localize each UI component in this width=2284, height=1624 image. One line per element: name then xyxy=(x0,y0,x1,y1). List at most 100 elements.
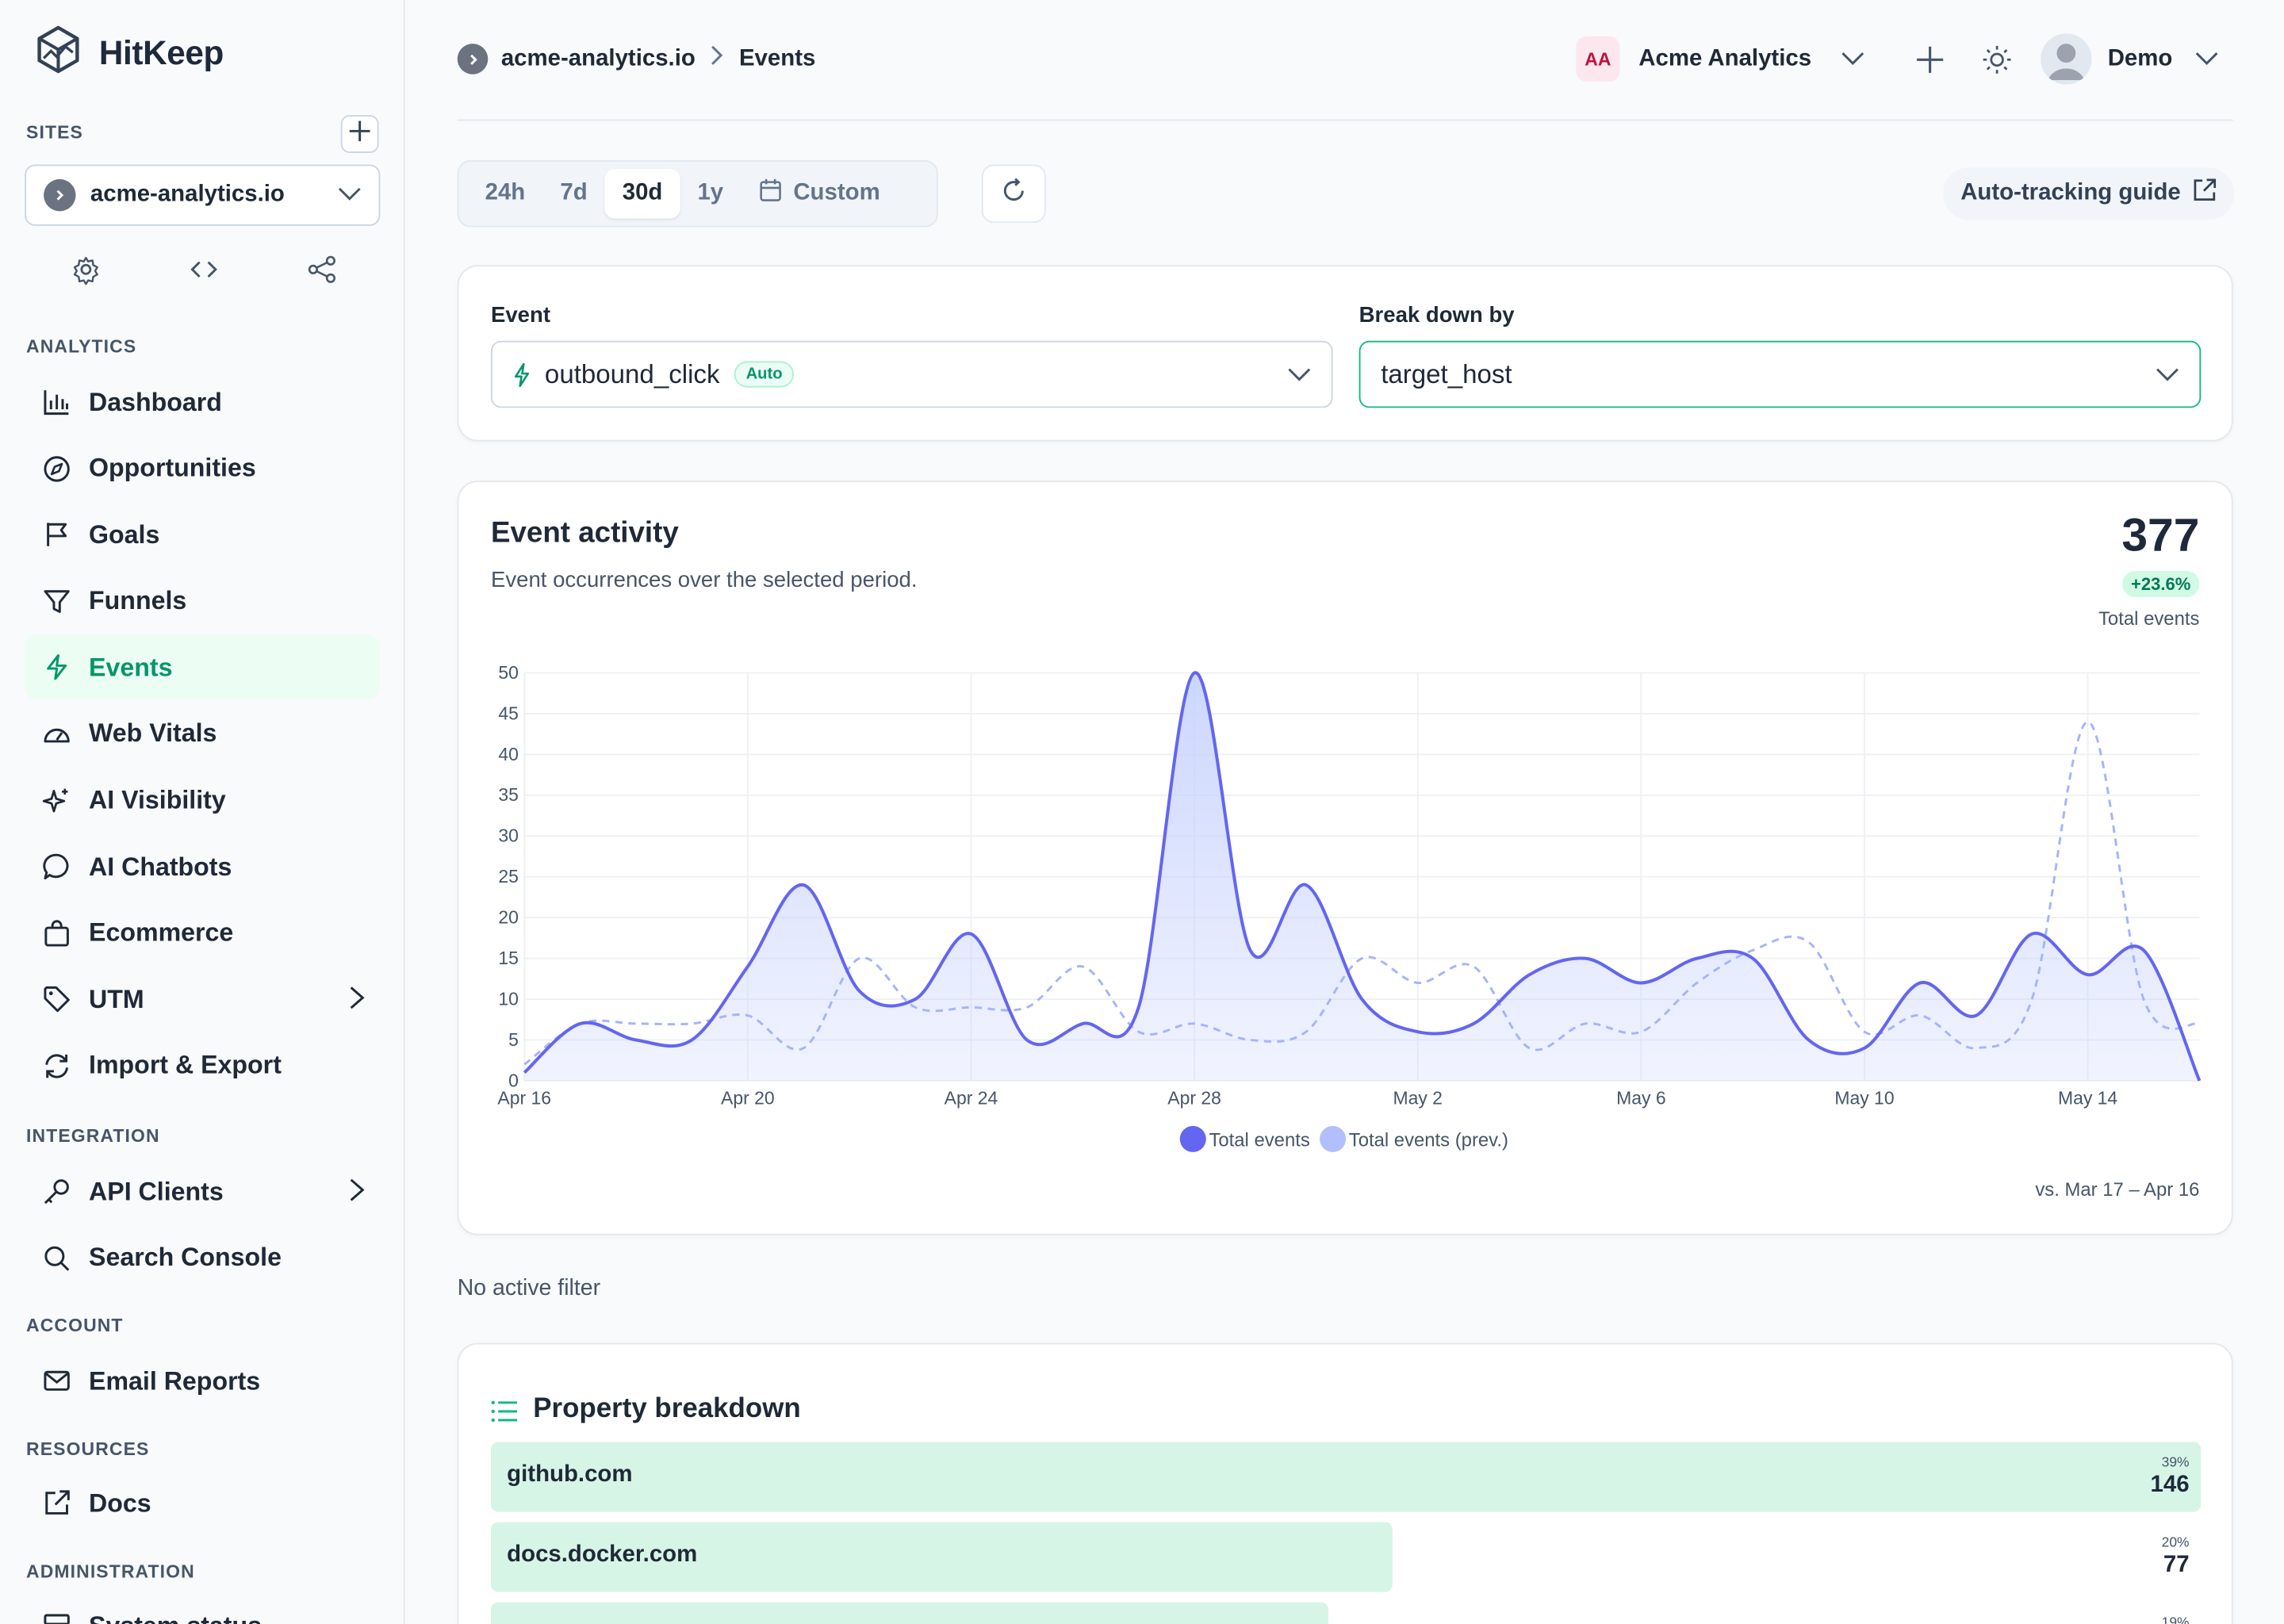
sidebar-item-docs[interactable]: Docs xyxy=(25,1471,380,1535)
x-tick-label: May 14 xyxy=(2058,1087,2117,1108)
user-menu[interactable]: Demo xyxy=(2041,33,2219,85)
sidebar-item-search-console[interactable]: Search Console xyxy=(25,1226,380,1290)
range-custom-button[interactable]: Custom xyxy=(741,169,898,218)
brand[interactable]: HitKeep xyxy=(35,25,224,82)
current-series-line xyxy=(523,671,2202,1082)
event-activity-card: Event activity Event occurrences over th… xyxy=(457,481,2233,1235)
settings-gear-icon[interactable] xyxy=(70,254,102,293)
chevron-down-icon xyxy=(338,182,361,209)
sun-icon[interactable] xyxy=(1981,44,2013,83)
sidebar-item-import-export[interactable]: Import & Export xyxy=(25,1034,380,1098)
plus-icon[interactable] xyxy=(1914,44,1945,83)
filter-icon xyxy=(42,587,71,616)
breakdown-bar xyxy=(490,1442,2202,1512)
sidebar-item-events[interactable]: Events xyxy=(25,635,381,700)
filter-status: No active filter xyxy=(457,1276,601,1301)
bar-chart-icon xyxy=(42,388,71,417)
add-site-button[interactable] xyxy=(340,115,379,153)
code-icon[interactable] xyxy=(188,254,220,293)
total-events-value: 377 xyxy=(2121,508,2200,561)
sidebar-item-label: Search Console xyxy=(89,1242,282,1272)
y-tick-label: 5 xyxy=(508,1029,519,1050)
sidebar-item-email-reports[interactable]: Email Reports xyxy=(25,1349,380,1413)
breakdown-row[interactable]: 19% xyxy=(490,1602,2201,1624)
breakdown-title: Property breakdown xyxy=(533,1393,801,1425)
administration-nav: System status xyxy=(25,1593,380,1624)
refresh-button[interactable] xyxy=(981,164,1046,224)
bolt-icon xyxy=(42,653,71,683)
gauge-icon xyxy=(42,719,71,749)
property-breakdown-card: Property breakdown github.com 39% 146 do… xyxy=(457,1342,2233,1624)
sidebar-item-label: Events xyxy=(89,652,173,682)
share-icon[interactable] xyxy=(306,254,338,293)
breakdown-row-label: github.com xyxy=(507,1462,633,1488)
sidebar-item-api-clients[interactable]: API Clients xyxy=(25,1159,380,1224)
auto-badge: Auto xyxy=(734,361,795,388)
y-tick-label: 10 xyxy=(498,988,519,1009)
breakdown-row-percent: 39% xyxy=(2161,1454,2190,1472)
sidebar-item-ecommerce[interactable]: Ecommerce xyxy=(25,902,380,966)
chevron-down-icon xyxy=(1841,46,1864,72)
y-tick-label: 50 xyxy=(498,662,519,683)
event-select[interactable]: outbound_click Auto xyxy=(490,340,1333,408)
date-range-selector: 24h 7d 30d 1y Custom xyxy=(457,160,938,228)
sidebar-item-funnels[interactable]: Funnels xyxy=(25,569,380,634)
chart-title: Event activity xyxy=(490,517,679,550)
x-tick-label: May 10 xyxy=(1834,1087,1894,1108)
breadcrumb-site[interactable]: acme-analytics.io xyxy=(500,45,696,71)
y-tick-label: 45 xyxy=(498,703,519,723)
x-tick-label: Apr 16 xyxy=(497,1087,551,1108)
sidebar-item-ai-chatbots[interactable]: AI Chatbots xyxy=(25,835,380,899)
y-tick-label: 20 xyxy=(498,907,519,928)
event-select-value: outbound_click xyxy=(544,358,720,389)
current-series-area xyxy=(524,672,2200,1081)
breakdown-field-label: Break down by xyxy=(1359,303,1515,328)
sidebar-item-label: AI Visibility xyxy=(89,785,226,814)
top-bar: acme-analytics.io Events AA Acme Analyti… xyxy=(457,0,2233,121)
breakdown-row-count: 146 xyxy=(2150,1473,2190,1498)
external-link-icon xyxy=(2192,178,2217,209)
breakdown-row-percent: 19% xyxy=(2161,1615,2190,1624)
previous-series-line xyxy=(523,720,2201,1066)
sidebar-item-opportunities[interactable]: Opportunities xyxy=(25,436,380,500)
org-switcher[interactable]: AA Acme Analytics xyxy=(1576,36,1864,82)
sidebar-item-label: Opportunities xyxy=(89,453,256,483)
sidebar-item-label: Dashboard xyxy=(89,386,222,416)
event-filter-card: Event outbound_click Auto Break down by … xyxy=(457,265,2233,442)
range-30d-button[interactable]: 30d xyxy=(604,169,680,219)
tag-icon xyxy=(42,985,71,1014)
sites-section-label: SITES xyxy=(26,122,83,144)
auto-tracking-guide-button[interactable]: Auto-tracking guide xyxy=(1943,167,2235,220)
range-24h-button[interactable]: 24h xyxy=(485,180,526,205)
breakdown-row[interactable]: github.com 39% 146 xyxy=(490,1442,2202,1512)
breakdown-select[interactable]: target_host xyxy=(1359,340,2202,408)
delta-badge: +23.6% xyxy=(2121,571,2200,598)
range-custom-label: Custom xyxy=(793,180,880,205)
main-content: acme-analytics.io Events AA Acme Analyti… xyxy=(406,0,2284,1624)
sidebar-item-system-status[interactable]: System status xyxy=(25,1593,380,1624)
breakdown-row[interactable]: docs.docker.com 20% 77 xyxy=(490,1522,2201,1592)
shopping-bag-icon xyxy=(42,919,71,948)
sidebar-item-label: Funnels xyxy=(89,585,187,615)
sidebar-item-dashboard[interactable]: Dashboard xyxy=(25,370,380,435)
x-tick-label: Apr 24 xyxy=(945,1087,998,1108)
chevron-down-icon xyxy=(1288,367,1311,381)
chevron-right-icon xyxy=(708,44,726,75)
hitkeep-logo-icon xyxy=(35,25,82,82)
sidebar-item-label: Email Reports xyxy=(89,1365,261,1395)
sidebar-item-web-vitals[interactable]: Web Vitals xyxy=(25,702,380,766)
sidebar-item-ai-visibility[interactable]: AI Visibility xyxy=(25,768,380,833)
sidebar-item-utm[interactable]: UTM xyxy=(25,967,380,1032)
range-1y-button[interactable]: 1y xyxy=(697,180,724,205)
y-tick-label: 35 xyxy=(498,784,519,805)
sidebar-item-goals[interactable]: Goals xyxy=(25,503,380,567)
x-tick-label: Apr 20 xyxy=(721,1087,775,1108)
sidebar-item-label: UTM xyxy=(89,984,144,1014)
sidebar-item-label: AI Chatbots xyxy=(89,851,232,881)
sidebar-item-label: Import & Export xyxy=(89,1051,282,1080)
breakdown-row-label: docs.docker.com xyxy=(507,1542,698,1568)
range-7d-button[interactable]: 7d xyxy=(560,180,588,205)
total-events-label: Total events xyxy=(2098,607,2200,630)
org-name: Acme Analytics xyxy=(1638,45,1812,71)
site-select[interactable]: acme-analytics.io xyxy=(25,164,381,226)
